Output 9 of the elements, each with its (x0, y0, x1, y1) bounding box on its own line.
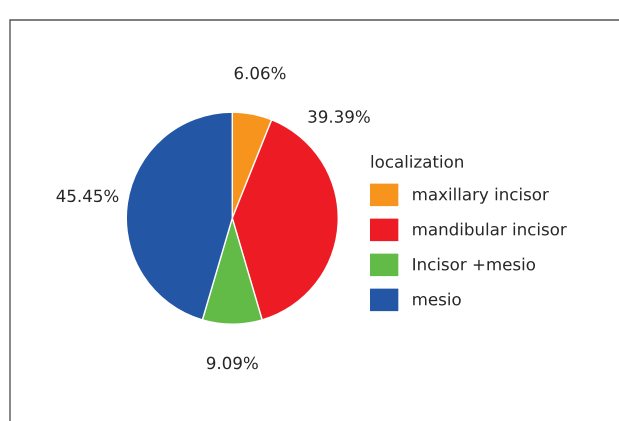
legend-label: mandibular incisor (413, 222, 567, 236)
data-label: 9.09% (206, 356, 258, 370)
data-label: 45.45% (56, 190, 118, 202)
legend-label: Incisor +mesio (413, 258, 536, 271)
legend-title: localization (372, 155, 463, 168)
data-label: 6.06% (234, 66, 286, 80)
legend-label: maxillary incisor (413, 188, 549, 204)
data-label: 39.39% (308, 110, 370, 123)
legend-label: mesio (413, 292, 461, 306)
